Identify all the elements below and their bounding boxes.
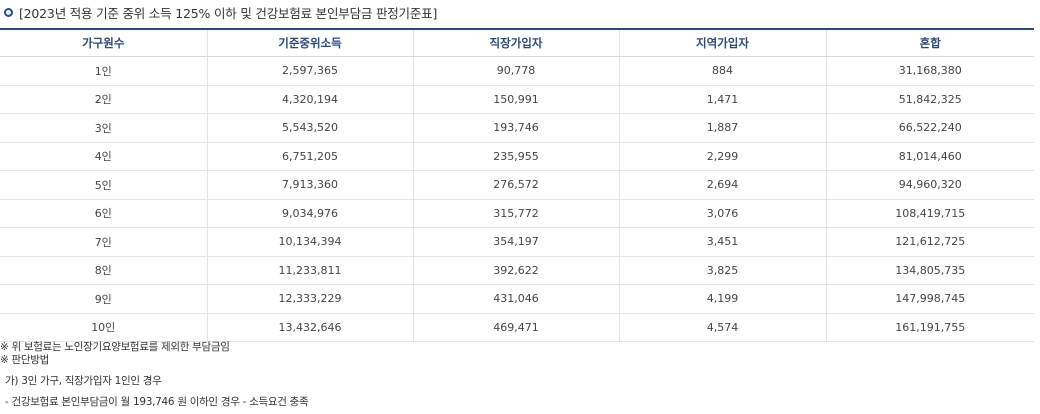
table-row: 9인 12,333,229 431,046 4,199 147,998,745 xyxy=(0,284,1034,314)
cell-mixed: 121,612,725 xyxy=(825,227,1034,257)
column-header-regional-subscriber: 지역가입자 xyxy=(618,29,826,57)
notes-section: ※ 위 보험료는 노인장기요양보험료를 제외한 부담금임 ※ 판단방법 가) 3… xyxy=(0,341,1034,409)
criteria-table: 가구원수 기준중위소득 직장가입자 지역가입자 혼합 1인 2,597,365 … xyxy=(0,28,1034,342)
cell-household-size: 2인 xyxy=(0,85,207,114)
cell-mixed: 147,998,745 xyxy=(825,284,1034,314)
column-header-mixed: 혼합 xyxy=(825,29,1034,57)
cell-employee-subscriber: 235,955 xyxy=(412,142,619,171)
example-item: - 건강보험료 본인부담금이 월 193,746 원 이하인 경우 - 소득요건… xyxy=(5,396,309,408)
cell-employee-subscriber: 276,572 xyxy=(412,170,619,200)
note-premium-exclusion: ※ 위 보험료는 노인장기요양보험료를 제외한 부담금임 xyxy=(0,341,230,353)
cell-employee-subscriber: 150,991 xyxy=(412,85,619,114)
cell-regional-subscriber: 2,694 xyxy=(618,170,826,200)
cell-median-income: 9,034,976 xyxy=(206,199,413,228)
cell-mixed: 51,842,325 xyxy=(825,85,1034,114)
cell-household-size: 1인 xyxy=(0,56,207,86)
cell-median-income: 6,751,205 xyxy=(206,142,413,171)
cell-mixed: 134,805,735 xyxy=(825,256,1034,285)
cell-regional-subscriber: 4,199 xyxy=(618,284,826,314)
cell-median-income: 4,320,194 xyxy=(206,85,413,114)
cell-median-income: 10,134,394 xyxy=(206,227,413,257)
cell-household-size: 6인 xyxy=(0,199,207,228)
table-row: 6인 9,034,976 315,772 3,076 108,419,715 xyxy=(0,199,1034,228)
cell-regional-subscriber: 2,299 xyxy=(618,142,826,171)
cell-regional-subscriber: 3,076 xyxy=(618,199,826,228)
note-judgment-method: ※ 판단방법 xyxy=(0,354,49,366)
cell-median-income: 13,432,646 xyxy=(206,313,413,342)
cell-employee-subscriber: 431,046 xyxy=(412,284,619,314)
cell-employee-subscriber: 315,772 xyxy=(412,199,619,228)
cell-employee-subscriber: 392,622 xyxy=(412,256,619,285)
cell-regional-subscriber: 3,451 xyxy=(618,227,826,257)
cell-mixed: 161,191,755 xyxy=(825,313,1034,342)
column-header-employee-subscriber: 직장가입자 xyxy=(412,29,619,57)
column-header-household-size: 가구원수 xyxy=(0,29,207,57)
cell-regional-subscriber: 3,825 xyxy=(618,256,826,285)
cell-household-size: 9인 xyxy=(0,284,207,314)
cell-regional-subscriber: 4,574 xyxy=(618,313,826,342)
table-row: 8인 11,233,811 392,622 3,825 134,805,735 xyxy=(0,256,1034,285)
table-row: 3인 5,543,520 193,746 1,887 66,522,240 xyxy=(0,113,1034,143)
cell-household-size: 8인 xyxy=(0,256,207,285)
cell-employee-subscriber: 469,471 xyxy=(412,313,619,342)
cell-employee-subscriber: 354,197 xyxy=(412,227,619,257)
table-caption: [2023년 적용 기준 중위 소득 125% 이하 및 건강보험료 본인부담금… xyxy=(4,3,437,21)
cell-median-income: 2,597,365 xyxy=(206,56,413,86)
cell-employee-subscriber: 193,746 xyxy=(412,113,619,143)
cell-mixed: 66,522,240 xyxy=(825,113,1034,143)
cell-household-size: 3인 xyxy=(0,113,207,143)
example-title: 가) 3인 가구, 직장가입자 1인인 경우 xyxy=(5,375,162,387)
table-header-row: 가구원수 기준중위소득 직장가입자 지역가입자 혼합 xyxy=(0,29,1034,57)
cell-regional-subscriber: 884 xyxy=(618,56,826,86)
table-row: 10인 13,432,646 469,471 4,574 161,191,755 xyxy=(0,313,1034,342)
cell-mixed: 81,014,460 xyxy=(825,142,1034,171)
table-row: 1인 2,597,365 90,778 884 31,168,380 xyxy=(0,56,1034,86)
criteria-table-container: 가구원수 기준중위소득 직장가입자 지역가입자 혼합 1인 2,597,365 … xyxy=(0,28,1034,342)
cell-household-size: 10인 xyxy=(0,313,207,342)
cell-median-income: 5,543,520 xyxy=(206,113,413,143)
cell-household-size: 7인 xyxy=(0,227,207,257)
cell-household-size: 5인 xyxy=(0,170,207,200)
cell-median-income: 12,333,229 xyxy=(206,284,413,314)
cell-median-income: 11,233,811 xyxy=(206,256,413,285)
cell-median-income: 7,913,360 xyxy=(206,170,413,200)
cell-regional-subscriber: 1,887 xyxy=(618,113,826,143)
column-header-median-income: 기준중위소득 xyxy=(206,29,413,57)
table-title: [2023년 적용 기준 중위 소득 125% 이하 및 건강보험료 본인부담금… xyxy=(19,5,438,21)
cell-mixed: 108,419,715 xyxy=(825,199,1034,228)
cell-regional-subscriber: 1,471 xyxy=(618,85,826,114)
cell-mixed: 31,168,380 xyxy=(825,56,1034,86)
cell-employee-subscriber: 90,778 xyxy=(412,56,619,86)
table-row: 2인 4,320,194 150,991 1,471 51,842,325 xyxy=(0,85,1034,114)
cell-mixed: 94,960,320 xyxy=(825,170,1034,200)
circle-outline-icon xyxy=(4,7,13,17)
table-row: 5인 7,913,360 276,572 2,694 94,960,320 xyxy=(0,170,1034,200)
table-row: 7인 10,134,394 354,197 3,451 121,612,725 xyxy=(0,227,1034,257)
table-row: 4인 6,751,205 235,955 2,299 81,014,460 xyxy=(0,142,1034,171)
cell-household-size: 4인 xyxy=(0,142,207,171)
